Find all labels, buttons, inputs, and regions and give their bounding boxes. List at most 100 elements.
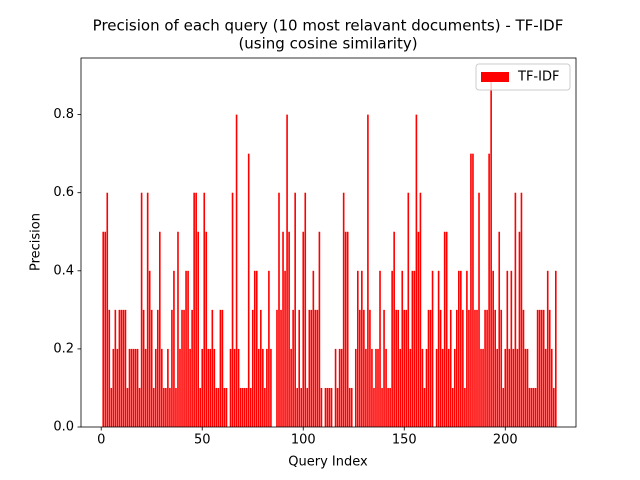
bar xyxy=(369,309,371,427)
bar xyxy=(375,348,377,427)
bar xyxy=(524,348,527,427)
bar xyxy=(177,231,179,427)
bar xyxy=(223,387,226,427)
bar xyxy=(367,114,369,427)
bar xyxy=(344,231,347,427)
bar xyxy=(391,270,393,427)
bar xyxy=(181,309,183,427)
x-tick-label: 150 xyxy=(392,433,417,448)
bar xyxy=(373,387,375,427)
bar xyxy=(195,192,197,427)
y-tick-label: 0.4 xyxy=(53,263,74,278)
bar xyxy=(381,387,383,427)
bar xyxy=(522,309,525,427)
bar xyxy=(324,387,327,427)
bar xyxy=(142,309,145,427)
bar xyxy=(377,348,379,427)
y-tick-label: 0.0 xyxy=(53,420,74,435)
bar xyxy=(207,348,210,427)
bar xyxy=(193,192,195,427)
bar xyxy=(300,387,303,427)
axes-frame xyxy=(80,57,577,428)
bar xyxy=(134,348,137,427)
bar xyxy=(340,348,343,427)
bar xyxy=(536,309,539,427)
bar xyxy=(302,231,305,427)
bar xyxy=(538,309,541,427)
bar xyxy=(401,270,404,427)
y-tick-label: 0.2 xyxy=(53,341,74,356)
x-axis-label: Query Index xyxy=(288,455,368,470)
bar xyxy=(239,387,242,427)
bar xyxy=(114,309,117,427)
bar xyxy=(397,309,400,427)
bar xyxy=(140,192,143,427)
bar xyxy=(225,387,228,427)
bar xyxy=(330,387,333,427)
bar xyxy=(399,348,402,427)
bar xyxy=(292,309,294,427)
bar xyxy=(540,309,543,427)
plot-area xyxy=(102,75,557,428)
bar xyxy=(247,153,250,427)
bar xyxy=(486,309,488,427)
bar xyxy=(334,348,337,427)
bar xyxy=(514,192,517,427)
bar xyxy=(126,387,129,427)
bar xyxy=(205,231,208,427)
bar xyxy=(243,387,246,427)
bar xyxy=(304,192,307,427)
bar xyxy=(270,348,272,427)
bar xyxy=(326,387,329,427)
bar xyxy=(144,348,147,427)
bar xyxy=(294,192,296,427)
bar xyxy=(342,192,345,427)
bar xyxy=(482,348,484,427)
bar xyxy=(124,309,127,427)
bar xyxy=(361,270,363,427)
bar xyxy=(146,192,149,427)
bar xyxy=(298,309,301,427)
bar xyxy=(328,387,331,427)
bar xyxy=(534,387,537,427)
bar xyxy=(187,270,189,427)
y-axis-label: Precision xyxy=(29,213,44,271)
bar xyxy=(512,348,515,427)
bar xyxy=(502,387,505,427)
bar xyxy=(425,348,428,427)
bar xyxy=(154,348,157,427)
bar xyxy=(508,348,511,427)
bar xyxy=(476,309,478,427)
chart-title: Precision of each query (10 most relavan… xyxy=(93,17,564,35)
bar xyxy=(199,387,202,427)
chart-subtitle: (using cosine similarity) xyxy=(238,35,417,53)
bar xyxy=(189,348,191,427)
bar xyxy=(108,309,111,427)
bar xyxy=(276,309,278,427)
bar xyxy=(173,270,175,427)
bar xyxy=(308,309,311,427)
bar xyxy=(478,192,480,427)
bar xyxy=(439,309,442,427)
bar xyxy=(241,387,244,427)
x-tick-label: 50 xyxy=(194,433,211,448)
bar xyxy=(455,309,458,427)
bar xyxy=(449,309,452,427)
bar xyxy=(371,348,373,427)
bar xyxy=(338,348,341,427)
bar xyxy=(312,270,315,427)
bar xyxy=(213,348,216,427)
bar xyxy=(387,387,389,427)
bar xyxy=(542,309,545,427)
bar xyxy=(393,231,395,427)
bar xyxy=(179,348,181,427)
bar xyxy=(314,309,317,427)
bar xyxy=(167,348,169,427)
bar xyxy=(451,387,454,427)
bar xyxy=(318,231,321,427)
bar xyxy=(201,348,204,427)
bar xyxy=(316,309,319,427)
bar xyxy=(280,309,282,427)
bar xyxy=(156,309,159,427)
bar xyxy=(363,309,365,427)
